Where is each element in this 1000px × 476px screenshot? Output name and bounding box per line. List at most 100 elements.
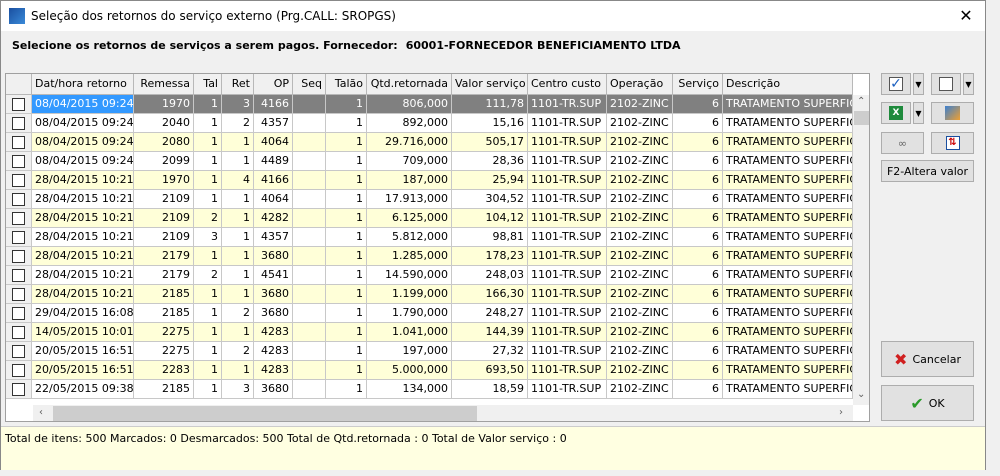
row-checkbox[interactable] — [6, 171, 32, 190]
table-cell: 1 — [194, 95, 222, 114]
table-row[interactable]: 14/05/2015 10:01 2275 1 1 4283 1 1.041,000 144,… — [6, 323, 853, 342]
checkbox-icon — [12, 306, 25, 320]
table-cell: 6 — [673, 342, 723, 361]
table-row[interactable]: 29/04/2015 16:08 2185 1 2 3680 1 1.790,000 248,… — [6, 304, 853, 323]
horizontal-scroll-thumb[interactable] — [53, 406, 477, 421]
column-header[interactable]: Descrição — [723, 74, 853, 95]
row-checkbox[interactable] — [6, 190, 32, 209]
table-row[interactable]: 28/04/2015 10:21 2185 1 1 3680 1 1.199,000 166,… — [6, 285, 853, 304]
table-row[interactable]: 08/04/2015 09:24 2080 1 1 4064 1 29.716,000 505… — [6, 133, 853, 152]
grid-config-button[interactable] — [931, 102, 974, 124]
row-checkbox[interactable] — [6, 304, 32, 323]
table-cell — [293, 285, 326, 304]
excel-icon: X — [889, 106, 903, 120]
table-row[interactable]: 08/04/2015 09:24 2040 1 2 4357 1 892,000 15,16 1… — [6, 114, 853, 133]
table-cell: 3 — [194, 228, 222, 247]
checkbox-icon — [12, 344, 25, 358]
supplier-name: 60001-FORNECEDOR BENEFICIAMENTO LTDA — [405, 39, 681, 52]
table-row[interactable]: 28/04/2015 10:21 2179 1 1 3680 1 1.285,000 178,… — [6, 247, 853, 266]
export-excel-button[interactable]: X — [881, 102, 911, 124]
uncheck-all-button[interactable] — [931, 73, 961, 95]
table-cell: 1 — [194, 133, 222, 152]
table-cell — [293, 380, 326, 399]
table-cell: 1101-TR.SUP — [528, 304, 607, 323]
table-cell: 2102-ZINC — [607, 380, 673, 399]
column-header[interactable]: Remessa — [134, 74, 194, 95]
table-cell: 4166 — [254, 171, 293, 190]
column-header[interactable]: Dat/hora retorno — [32, 74, 134, 95]
column-header[interactable]: Valor serviço — [452, 74, 528, 95]
search-button[interactable]: ∞ — [881, 132, 924, 154]
table-cell: 1 — [194, 190, 222, 209]
table-row[interactable]: 28/04/2015 10:21 2109 1 1 4064 1 17.913,000 304… — [6, 190, 853, 209]
row-checkbox[interactable] — [6, 266, 32, 285]
cancel-button[interactable]: ✖ Cancelar — [881, 341, 974, 377]
table-cell: 2109 — [134, 209, 194, 228]
table-cell: 2179 — [134, 266, 194, 285]
table-cell: 2283 — [134, 361, 194, 380]
table-row[interactable]: 22/05/2015 09:38 2185 1 3 3680 1 134,000 18,59 1… — [6, 380, 853, 399]
row-checkbox[interactable] — [6, 209, 32, 228]
sort-button[interactable]: ⇅ — [931, 132, 974, 154]
row-checkbox[interactable] — [6, 95, 32, 114]
uncheck-options-dropdown[interactable]: ▼ — [963, 73, 974, 95]
table-row[interactable]: 20/05/2015 16:51 2275 1 2 4283 1 197,000 27,32 1… — [6, 342, 853, 361]
vertical-scroll-thumb[interactable] — [854, 111, 869, 125]
row-checkbox[interactable] — [6, 285, 32, 304]
column-header[interactable]: OP — [254, 74, 293, 95]
column-header[interactable]: Talão — [326, 74, 367, 95]
returns-grid[interactable]: Dat/hora retorno Remessa Tal Ret OP Seq Talão Q… — [5, 73, 870, 422]
table-cell: 6 — [673, 209, 723, 228]
table-cell: 2102-ZINC — [607, 342, 673, 361]
column-header[interactable]: Qtd.retornada — [367, 74, 452, 95]
table-cell: 4166 — [254, 95, 293, 114]
table-cell — [293, 209, 326, 228]
row-checkbox[interactable] — [6, 152, 32, 171]
scroll-right-icon[interactable]: › — [839, 407, 843, 418]
scroll-left-icon[interactable]: ‹ — [39, 407, 43, 418]
column-header[interactable]: Serviço — [673, 74, 723, 95]
ok-button[interactable]: ✔ OK — [881, 385, 974, 421]
table-cell: 1 — [222, 323, 254, 342]
column-header[interactable]: Centro custo — [528, 74, 607, 95]
table-cell: 2102-ZINC — [607, 304, 673, 323]
vertical-scrollbar[interactable]: ⌃ ⌄ — [853, 95, 869, 405]
check-options-dropdown[interactable]: ▼ — [913, 73, 924, 95]
checkbox-icon — [12, 135, 25, 149]
table-cell: TRATAMENTO SUPERFICIA — [723, 342, 853, 361]
row-checkbox[interactable] — [6, 114, 32, 133]
export-options-dropdown[interactable]: ▼ — [913, 102, 924, 124]
table-cell: 4357 — [254, 114, 293, 133]
table-cell: 27,32 — [452, 342, 528, 361]
table-row[interactable]: 28/04/2015 10:21 2109 3 1 4357 1 5.812,000 98,8… — [6, 228, 853, 247]
row-checkbox[interactable] — [6, 228, 32, 247]
column-header[interactable]: Ret — [222, 74, 254, 95]
table-row[interactable]: 28/04/2015 10:21 2109 2 1 4282 1 6.125,000 104,… — [6, 209, 853, 228]
table-cell: 6 — [673, 304, 723, 323]
row-checkbox[interactable] — [6, 361, 32, 380]
f2-alter-value-button[interactable]: F2-Altera valor — [881, 160, 974, 182]
column-header[interactable]: Operação — [607, 74, 673, 95]
table-row[interactable]: 08/04/2015 09:24 2099 1 1 4489 1 709,000 28,36 1… — [6, 152, 853, 171]
check-all-button[interactable]: ✓ — [881, 73, 911, 95]
table-row[interactable]: 28/04/2015 10:21 2179 2 1 4541 1 14.590,000 248… — [6, 266, 853, 285]
checkbox-icon — [12, 97, 25, 111]
row-checkbox[interactable] — [6, 133, 32, 152]
row-checkbox[interactable] — [6, 247, 32, 266]
table-cell: 1 — [326, 209, 367, 228]
table-row[interactable]: 08/04/2015 09:24 1970 1 3 4166 1 806,000 111,78… — [6, 95, 853, 114]
table-cell: 4064 — [254, 190, 293, 209]
table-cell — [293, 95, 326, 114]
column-header[interactable]: Tal — [194, 74, 222, 95]
row-checkbox[interactable] — [6, 342, 32, 361]
scroll-down-icon[interactable]: ⌄ — [857, 389, 866, 400]
horizontal-scrollbar[interactable]: ‹ › — [33, 405, 853, 421]
row-checkbox[interactable] — [6, 380, 32, 399]
table-row[interactable]: 20/05/2015 16:51 2283 1 1 4283 1 5.000,000 693,… — [6, 361, 853, 380]
table-row[interactable]: 28/04/2015 10:21 1970 1 4 4166 1 187,000 25,94 1… — [6, 171, 853, 190]
close-button[interactable]: ✕ — [959, 6, 973, 25]
row-checkbox[interactable] — [6, 323, 32, 342]
scroll-up-icon[interactable]: ⌃ — [857, 96, 866, 107]
column-header[interactable]: Seq — [293, 74, 326, 95]
table-cell — [293, 304, 326, 323]
